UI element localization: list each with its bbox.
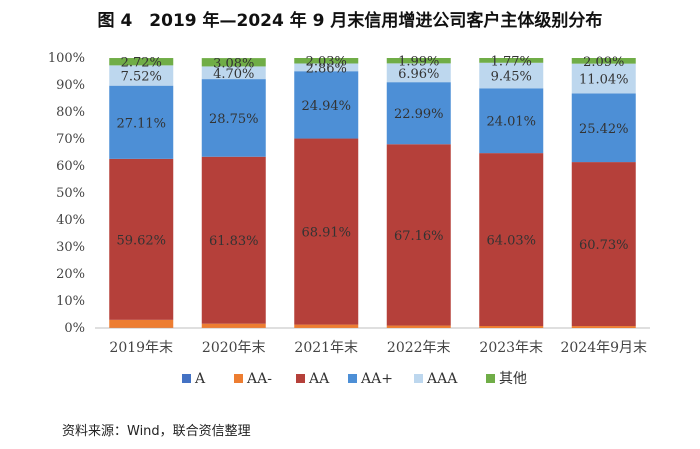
bar-segment-AA-: [386, 325, 451, 328]
bar-segment-其他: [571, 58, 636, 64]
chart-title: 图 4 2019 年—2024 年 9 月末信用增进公司客户主体级别分布: [97, 11, 603, 31]
legend-swatch-AA: [296, 374, 305, 383]
y-tick-label: 30%: [56, 240, 85, 255]
bar-segment-AA: [571, 162, 636, 327]
data-label: 9.45%: [491, 70, 532, 85]
y-tick-label: 40%: [56, 213, 85, 228]
data-label: 67.16%: [394, 229, 444, 244]
bar-segment-AA: [201, 156, 266, 324]
stacked-bar-chart: 0% 10% 20% 30% 40% 50% 60% 70% 80% 90% 100% 59.62% 2…: [48, 51, 650, 387]
bar-segment-AA: [294, 138, 359, 325]
data-label: 27.11%: [116, 116, 166, 131]
data-label: 4.70%: [213, 67, 254, 82]
bar-segment-其他: [109, 58, 174, 66]
bar-segment-AAA: [109, 65, 174, 86]
bar-segment-其他: [386, 58, 451, 64]
bar-segment-AA: [479, 153, 544, 327]
bar-segment-AA: [109, 158, 174, 320]
source-note: 资料来源：Wind，联合资信整理: [62, 424, 251, 439]
bar-segment-AA: [386, 144, 451, 326]
y-tick-label: 50%: [56, 186, 85, 201]
legend-swatch-AA-: [234, 374, 243, 383]
legend-swatch-其他: [486, 374, 495, 383]
data-label: 64.03%: [486, 234, 536, 249]
bar-segment-AA+: [571, 93, 636, 163]
data-label: 2.03%: [306, 55, 347, 70]
data-label: 24.01%: [486, 115, 536, 130]
y-tick-label: 90%: [56, 78, 85, 93]
data-label: 1.77%: [491, 54, 532, 69]
bar-segment-AA+: [201, 79, 266, 157]
bar-segment-AAA: [201, 66, 266, 80]
bar-segment-其他: [479, 58, 544, 63]
data-label: 6.96%: [398, 67, 439, 82]
bar-segment-AAA: [479, 62, 544, 89]
legend-label: AA+: [360, 371, 393, 387]
data-label: 2.72%: [121, 56, 162, 71]
y-tick-label: 60%: [56, 159, 85, 174]
bar-segment-AA-: [109, 319, 174, 328]
y-tick-label: 20%: [56, 267, 85, 282]
bar-segment-AAA: [571, 63, 636, 94]
data-label: 24.94%: [301, 99, 351, 114]
data-label: 11.04%: [579, 73, 629, 88]
data-label: 61.83%: [209, 234, 259, 249]
legend-label: 其他: [499, 371, 527, 387]
x-category-label: 2020年末: [202, 340, 266, 356]
data-label: 22.99%: [394, 107, 444, 122]
bar-segment-AA-: [294, 324, 359, 328]
data-label: 1.99%: [398, 55, 439, 70]
legend-swatch-AA+: [348, 374, 357, 383]
legend-swatch-A: [182, 374, 191, 383]
y-tick-label: 10%: [56, 294, 85, 309]
x-category-label: 2024年9月末: [560, 340, 647, 356]
data-label: 28.75%: [209, 112, 259, 127]
legend-label: AA-: [246, 371, 272, 387]
y-tick-label: 80%: [56, 105, 85, 120]
bar-segment-AAA: [294, 63, 359, 72]
x-category-label: 2023年末: [479, 340, 543, 356]
y-tick-label: 100%: [48, 51, 85, 66]
bar-segment-AA-: [479, 326, 544, 328]
bar-segment-AAA: [386, 63, 451, 83]
bar-segment-AA-: [571, 326, 636, 328]
x-category-label: 2019年末: [109, 340, 173, 356]
data-label: 68.91%: [301, 226, 351, 241]
bar-segment-AA+: [386, 82, 451, 145]
data-label: 3.08%: [213, 56, 254, 71]
bar-segment-AA+: [294, 71, 359, 139]
bar-segment-AA+: [479, 88, 544, 154]
x-category-label: 2021年末: [294, 340, 358, 356]
bar-segment-AA-: [201, 323, 266, 328]
data-label: 59.62%: [116, 233, 166, 248]
legend-label: AAA: [426, 371, 458, 387]
data-label: 2.09%: [583, 55, 624, 70]
legend-label: AA: [308, 371, 330, 387]
data-label: 60.73%: [579, 238, 629, 253]
bar-segment-AA+: [109, 85, 174, 159]
bar-segment-其他: [294, 58, 359, 64]
legend-swatch-AAA: [414, 374, 423, 383]
bar-segment-其他: [201, 58, 266, 67]
x-category-label: 2022年末: [387, 340, 451, 356]
data-label: 2.86%: [306, 61, 347, 76]
legend-label: A: [194, 371, 206, 387]
y-tick-label: 70%: [56, 132, 85, 147]
data-label: 25.42%: [579, 122, 629, 137]
data-label: 7.52%: [121, 70, 162, 85]
y-tick-label: 0%: [64, 321, 85, 336]
